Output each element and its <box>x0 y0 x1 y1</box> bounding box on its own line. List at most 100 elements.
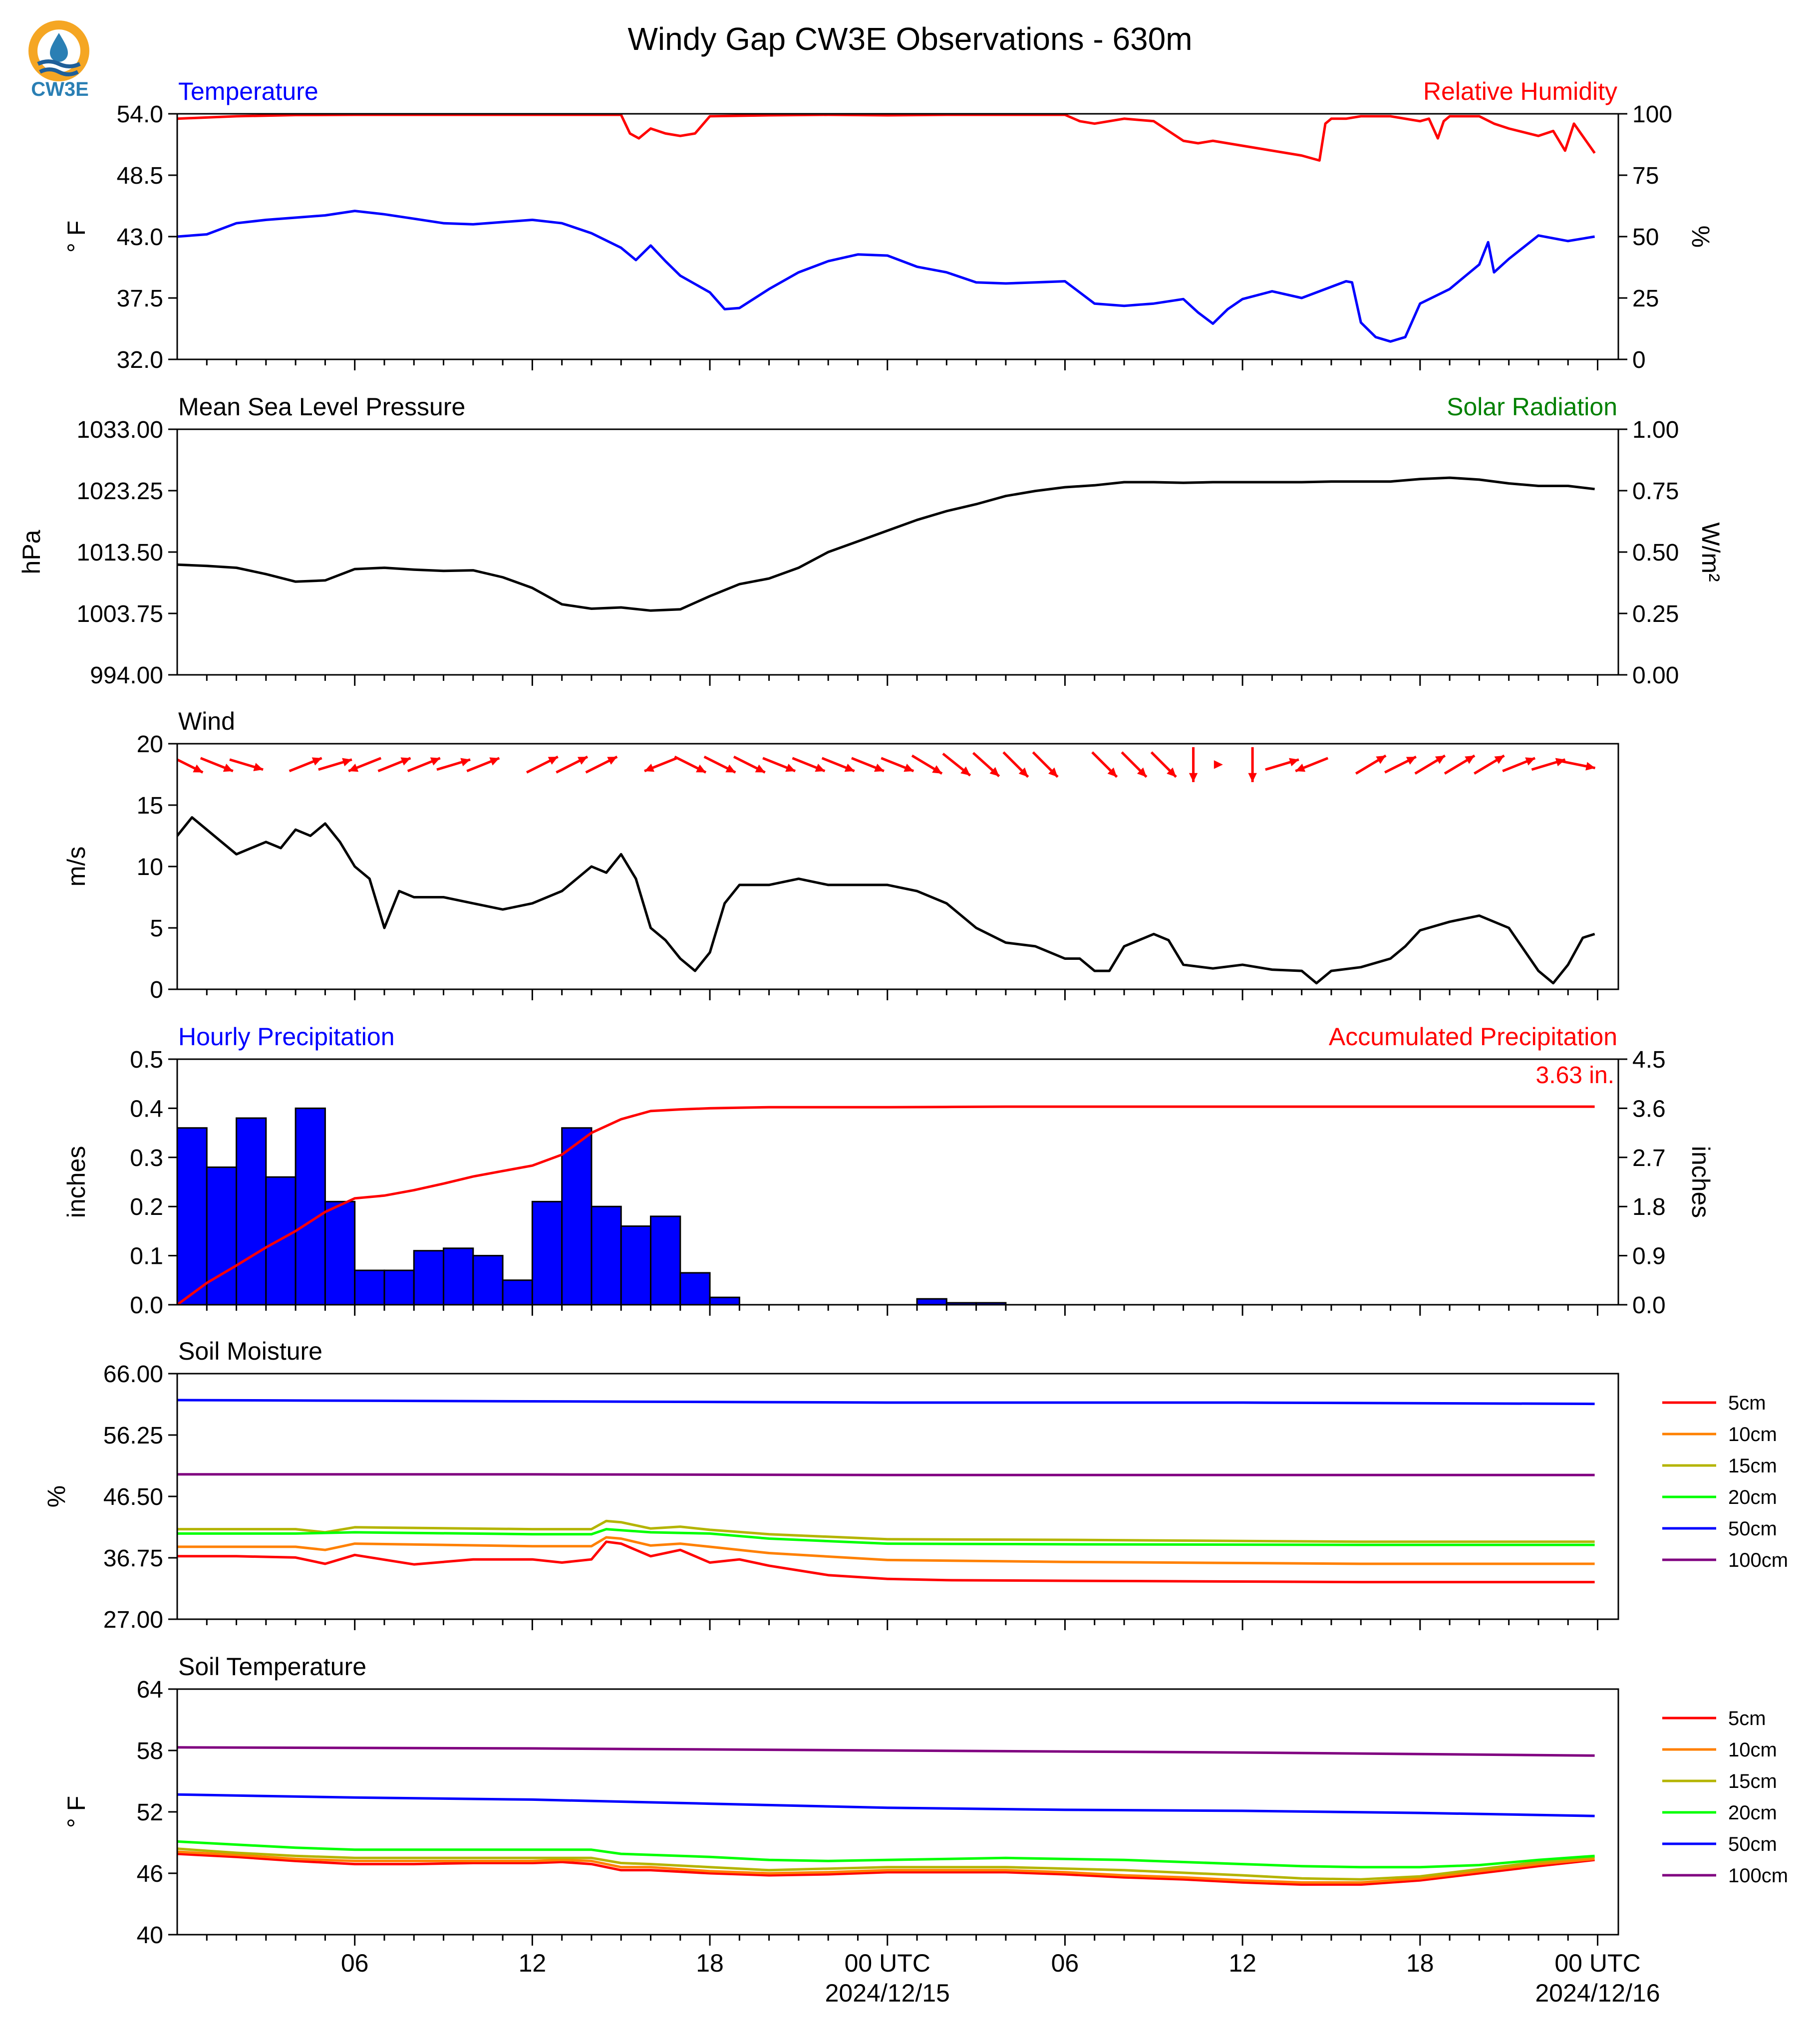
plot-frame <box>176 113 1619 360</box>
panel-pressure-solar: Mean Sea Level Pressure Solar Radiation 99… <box>17 393 1725 689</box>
legend-label: 100cm <box>1728 1865 1788 1887</box>
precip-bar <box>650 1215 681 1305</box>
wind-arrow-head <box>1213 760 1223 769</box>
precip-bar <box>236 1117 267 1305</box>
y-axis-label-left: m/s <box>62 847 90 887</box>
y-tick-label-right: 3.6 <box>1632 1096 1666 1122</box>
wind-arrow-head <box>755 764 765 773</box>
legend-label: 5cm <box>1728 1392 1766 1414</box>
plot-area <box>177 476 1595 612</box>
logo-wave-1 <box>37 59 81 68</box>
series-line-5cm <box>177 1852 1595 1886</box>
panel-wind: Wind 0 5 10 15 20 m/s <box>62 707 1619 1003</box>
x-axis <box>206 675 1599 686</box>
wind-arrow-head <box>1376 755 1386 764</box>
wind-arrow-head <box>1465 755 1475 764</box>
wind-arrow-head <box>1435 755 1445 764</box>
y-tick-label-left: 0.5 <box>130 1047 163 1073</box>
wind-arrow-head <box>548 757 558 765</box>
wind-arrow-head <box>1295 764 1306 772</box>
wind-vectors <box>177 747 1596 782</box>
wind-arrow-head <box>1189 773 1198 782</box>
wind-arrow-head <box>460 758 471 767</box>
panel-title-left: Soil Temperature <box>178 1653 366 1681</box>
legend-label: 20cm <box>1728 1802 1777 1824</box>
x-tick-label: 18 <box>696 1949 724 1977</box>
precip-bar <box>679 1272 711 1305</box>
x-tick-label: 00 UTC <box>1554 1949 1640 1977</box>
series-line-mean-sea-level-pressure <box>177 476 1595 612</box>
wind-arrow-head <box>1107 767 1117 777</box>
series-line-50cm <box>177 1793 1595 1817</box>
legend-label: 50cm <box>1728 1833 1777 1855</box>
plot-frame <box>176 1373 1619 1620</box>
panel-title-right: Accumulated Precipitation <box>1329 1023 1617 1051</box>
figure-title: Windy Gap CW3E Observations - 630m <box>627 21 1192 57</box>
series-line-20cm <box>177 1840 1595 1869</box>
precip-bar <box>206 1166 238 1305</box>
series-line-10cm <box>177 1850 1595 1884</box>
legend: 5cm 10cm 15cm 20cm 50cm 100cm <box>1662 1392 1788 1571</box>
y-axis-left: 0 5 10 15 20 <box>137 731 177 1003</box>
x-axis <box>206 1935 1599 1946</box>
series-line-accumulated-precipitation <box>177 1105 1595 1305</box>
y-axis-left: 994.00 1003.75 1013.50 1023.25 1033.00 <box>76 417 177 689</box>
y-tick-label-right: 0.75 <box>1632 478 1679 505</box>
x-tick-label: 06 <box>341 1949 369 1977</box>
y-tick-label-right: 4.5 <box>1632 1047 1666 1073</box>
panel-precipitation: Hourly Precipitation Accumulated Precipit… <box>62 1023 1715 1319</box>
panel-title-left: Mean Sea Level Pressure <box>178 393 465 421</box>
y-tick-label-left: 46 <box>137 1861 163 1887</box>
y-tick-label-left: 10 <box>137 854 163 880</box>
plot-frame <box>176 1688 1619 1936</box>
plot-area <box>177 1399 1595 1584</box>
series-line-100cm <box>177 1746 1595 1757</box>
legend-label: 5cm <box>1728 1708 1766 1730</box>
logo-drop <box>50 33 68 62</box>
panel-title-right: Solar Radiation <box>1447 393 1617 421</box>
wind-arrow-head <box>644 764 654 772</box>
wind-arrow-head <box>844 764 855 772</box>
series-line-temperature <box>177 210 1595 343</box>
wind-arrow-head <box>430 757 440 766</box>
plot-area <box>177 747 1596 985</box>
x-axis <box>206 989 1599 1000</box>
y-tick-label-left: 0.1 <box>130 1243 163 1270</box>
precip-bar <box>383 1269 415 1305</box>
y-tick-label-right: 25 <box>1632 286 1659 312</box>
series-line-20cm <box>177 1528 1595 1546</box>
y-axis-label-right: inches <box>1687 1146 1715 1218</box>
wind-arrow-head <box>815 764 825 772</box>
wind-arrow-head <box>904 764 914 772</box>
y-axis-left: 32.0 37.5 43.0 48.5 54.0 <box>117 101 177 373</box>
plot-frame <box>176 428 1619 676</box>
logo-ring <box>28 20 89 81</box>
y-axis-label-left: inches <box>62 1146 90 1218</box>
panel-temperature-humidity: Temperature Relative Humidity 32.0 37.5 43.0… <box>62 77 1715 373</box>
series-line-relative-humidity <box>177 114 1596 162</box>
x-tick-label: 00 UTC <box>845 1949 930 1977</box>
y-tick-label-right: 1.00 <box>1632 417 1679 443</box>
legend: 5cm 10cm 15cm 20cm 50cm 100cm <box>1662 1708 1788 1887</box>
wind-arrow-head <box>1585 762 1595 771</box>
series-line-50cm <box>177 1399 1595 1406</box>
plot-frame <box>176 1058 1619 1306</box>
wind-arrow-head <box>874 764 884 772</box>
y-axis-right: 0.00 0.25 0.50 0.75 1.00 <box>1618 417 1679 689</box>
series-line-15cm <box>177 1519 1595 1543</box>
x-axis <box>206 1619 1599 1630</box>
wind-arrow-head <box>607 757 617 765</box>
wind-arrow-head <box>1018 767 1028 777</box>
legend-label: 20cm <box>1728 1486 1777 1508</box>
series-line-wind-speed <box>177 816 1595 985</box>
y-tick-label-left: 46.50 <box>103 1484 163 1510</box>
wind-arrow-head <box>725 764 736 773</box>
wind-arrow-head <box>1137 767 1147 777</box>
x-date-label: 2024/12/16 <box>1535 1979 1660 2007</box>
y-axis-left: 27.00 36.75 46.50 56.25 66.00 <box>103 1361 177 1633</box>
legend-label: 50cm <box>1728 1518 1777 1540</box>
precip-bar <box>265 1176 297 1305</box>
series-line-5cm <box>177 1540 1595 1584</box>
wind-arrow-head <box>400 757 411 766</box>
series-line-100cm <box>177 1473 1595 1476</box>
